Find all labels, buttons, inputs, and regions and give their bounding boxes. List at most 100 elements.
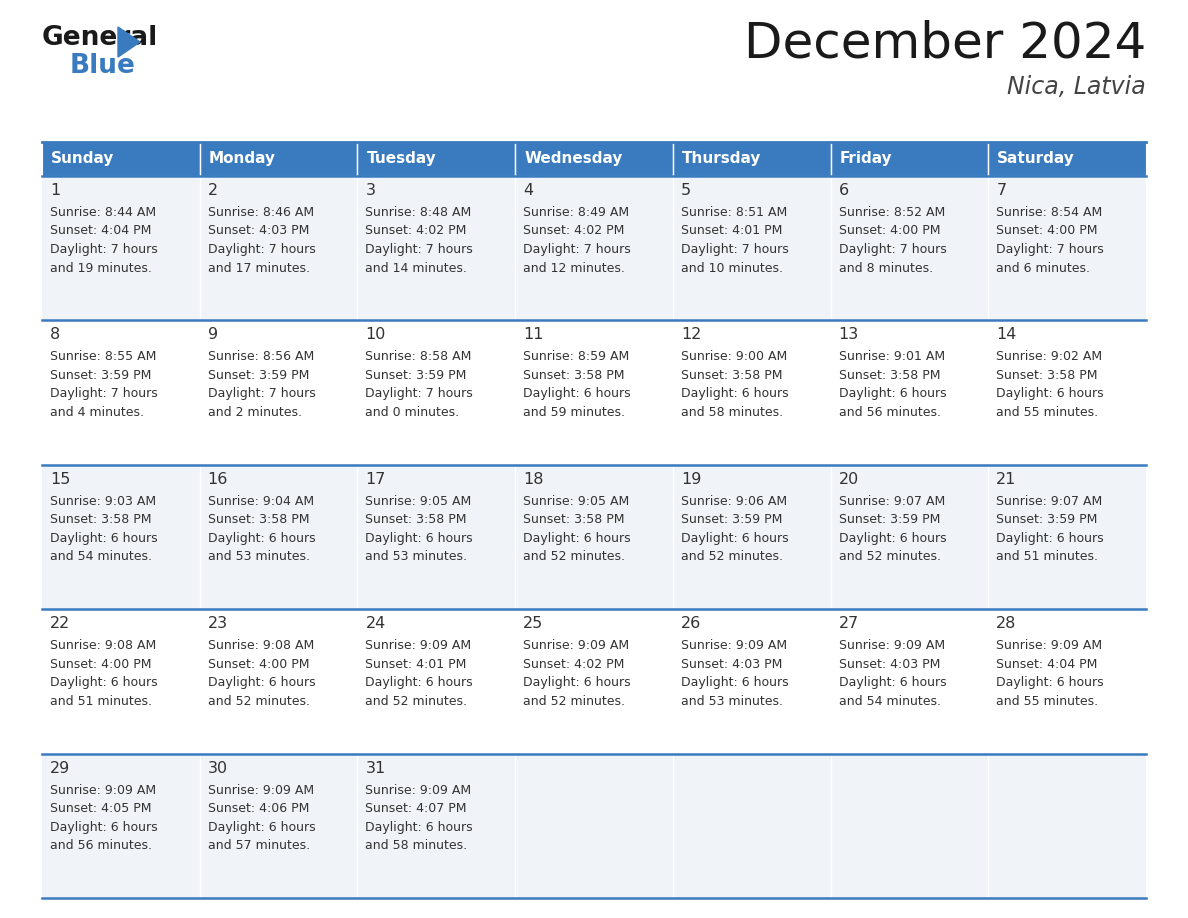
Text: and 56 minutes.: and 56 minutes. (839, 406, 941, 419)
Bar (516, 610, 672, 754)
Text: 18: 18 (523, 472, 544, 487)
Text: Sunset: 4:07 PM: Sunset: 4:07 PM (366, 802, 467, 815)
Text: and 51 minutes.: and 51 minutes. (50, 695, 152, 708)
Text: 6: 6 (839, 183, 848, 198)
Text: 31: 31 (366, 761, 386, 776)
Text: 25: 25 (523, 616, 543, 632)
Text: Sunrise: 9:07 AM: Sunrise: 9:07 AM (997, 495, 1102, 508)
Text: Sunset: 3:58 PM: Sunset: 3:58 PM (208, 513, 309, 526)
Text: 20: 20 (839, 472, 859, 487)
Bar (830, 320, 988, 465)
Text: and 52 minutes.: and 52 minutes. (523, 550, 625, 564)
Text: Sunset: 3:59 PM: Sunset: 3:59 PM (839, 513, 940, 526)
Text: Sunset: 3:58 PM: Sunset: 3:58 PM (366, 513, 467, 526)
Text: Sunrise: 9:09 AM: Sunrise: 9:09 AM (681, 639, 786, 652)
Text: and 52 minutes.: and 52 minutes. (366, 695, 467, 708)
Text: Sunrise: 9:09 AM: Sunrise: 9:09 AM (366, 784, 472, 797)
Text: 1: 1 (50, 183, 61, 198)
Bar (830, 610, 988, 754)
Text: Sunset: 4:06 PM: Sunset: 4:06 PM (208, 802, 309, 815)
Text: Sunrise: 9:05 AM: Sunrise: 9:05 AM (366, 495, 472, 508)
Text: and 58 minutes.: and 58 minutes. (366, 839, 468, 852)
Text: Sunrise: 9:09 AM: Sunrise: 9:09 AM (50, 784, 156, 797)
Bar (516, 754, 672, 898)
Text: Daylight: 6 hours: Daylight: 6 hours (50, 821, 158, 834)
Text: Sunset: 4:04 PM: Sunset: 4:04 PM (997, 657, 1098, 671)
Bar (200, 754, 358, 898)
Text: Daylight: 7 hours: Daylight: 7 hours (997, 243, 1104, 256)
Text: Daylight: 6 hours: Daylight: 6 hours (839, 532, 946, 544)
Bar (988, 610, 1146, 754)
Text: Sunset: 4:02 PM: Sunset: 4:02 PM (523, 657, 625, 671)
Text: and 53 minutes.: and 53 minutes. (681, 695, 783, 708)
Text: 21: 21 (997, 472, 1017, 487)
Text: Daylight: 7 hours: Daylight: 7 hours (366, 387, 473, 400)
Text: 11: 11 (523, 328, 544, 342)
Text: Sunset: 3:58 PM: Sunset: 3:58 PM (997, 369, 1098, 382)
Text: Sunrise: 9:05 AM: Sunrise: 9:05 AM (523, 495, 630, 508)
Text: Sunset: 3:59 PM: Sunset: 3:59 PM (681, 513, 782, 526)
Text: and 57 minutes.: and 57 minutes. (208, 839, 310, 852)
Text: Sunrise: 8:54 AM: Sunrise: 8:54 AM (997, 206, 1102, 219)
Text: Thursday: Thursday (682, 151, 762, 166)
Bar (988, 142, 1146, 176)
Text: and 56 minutes.: and 56 minutes. (50, 839, 152, 852)
Text: and 19 minutes.: and 19 minutes. (50, 262, 152, 274)
Text: Sunrise: 9:08 AM: Sunrise: 9:08 AM (208, 639, 314, 652)
Text: 10: 10 (366, 328, 386, 342)
Text: Daylight: 7 hours: Daylight: 7 hours (50, 387, 158, 400)
Text: Sunset: 4:00 PM: Sunset: 4:00 PM (997, 225, 1098, 238)
Text: Daylight: 6 hours: Daylight: 6 hours (523, 532, 631, 544)
Text: and 52 minutes.: and 52 minutes. (681, 550, 783, 564)
Text: and 10 minutes.: and 10 minutes. (681, 262, 783, 274)
Text: Sunset: 4:03 PM: Sunset: 4:03 PM (839, 657, 940, 671)
Text: Daylight: 7 hours: Daylight: 7 hours (208, 387, 316, 400)
Text: Sunset: 3:59 PM: Sunset: 3:59 PM (366, 369, 467, 382)
Text: Daylight: 7 hours: Daylight: 7 hours (50, 243, 158, 256)
Text: Sunrise: 9:06 AM: Sunrise: 9:06 AM (681, 495, 786, 508)
Bar (200, 320, 358, 465)
Text: 5: 5 (681, 183, 691, 198)
Text: Sunset: 3:59 PM: Sunset: 3:59 PM (208, 369, 309, 382)
Text: Sunrise: 8:44 AM: Sunrise: 8:44 AM (50, 206, 156, 219)
Bar (516, 176, 672, 320)
Text: 4: 4 (523, 183, 533, 198)
Text: Sunrise: 8:46 AM: Sunrise: 8:46 AM (208, 206, 314, 219)
Text: and 53 minutes.: and 53 minutes. (208, 550, 310, 564)
Text: 19: 19 (681, 472, 701, 487)
Bar (358, 320, 516, 465)
Text: Daylight: 6 hours: Daylight: 6 hours (997, 387, 1104, 400)
Bar (200, 465, 358, 610)
Text: Sunrise: 9:08 AM: Sunrise: 9:08 AM (50, 639, 157, 652)
Bar (358, 754, 516, 898)
Text: Sunset: 3:58 PM: Sunset: 3:58 PM (681, 369, 783, 382)
Bar (200, 610, 358, 754)
Text: Sunset: 4:00 PM: Sunset: 4:00 PM (839, 225, 940, 238)
Bar (672, 142, 830, 176)
Text: Saturday: Saturday (997, 151, 1075, 166)
Text: and 8 minutes.: and 8 minutes. (839, 262, 933, 274)
Text: Sunrise: 9:01 AM: Sunrise: 9:01 AM (839, 351, 944, 364)
Text: Sunrise: 8:52 AM: Sunrise: 8:52 AM (839, 206, 944, 219)
Bar (988, 320, 1146, 465)
Bar (42, 610, 200, 754)
Text: Sunrise: 9:02 AM: Sunrise: 9:02 AM (997, 351, 1102, 364)
Text: Sunrise: 8:48 AM: Sunrise: 8:48 AM (366, 206, 472, 219)
Bar (42, 465, 200, 610)
Text: Sunset: 4:02 PM: Sunset: 4:02 PM (523, 225, 625, 238)
Bar (200, 142, 358, 176)
Bar (42, 142, 200, 176)
Bar (42, 176, 200, 320)
Bar (830, 754, 988, 898)
Text: 3: 3 (366, 183, 375, 198)
Text: Sunrise: 9:00 AM: Sunrise: 9:00 AM (681, 351, 788, 364)
Text: Blue: Blue (70, 53, 135, 79)
Bar (516, 465, 672, 610)
Bar (672, 320, 830, 465)
Bar (672, 754, 830, 898)
Text: Sunset: 3:58 PM: Sunset: 3:58 PM (50, 513, 152, 526)
Text: Daylight: 7 hours: Daylight: 7 hours (839, 243, 947, 256)
Bar (358, 176, 516, 320)
Text: Sunrise: 9:09 AM: Sunrise: 9:09 AM (208, 784, 314, 797)
Text: Daylight: 6 hours: Daylight: 6 hours (681, 387, 789, 400)
